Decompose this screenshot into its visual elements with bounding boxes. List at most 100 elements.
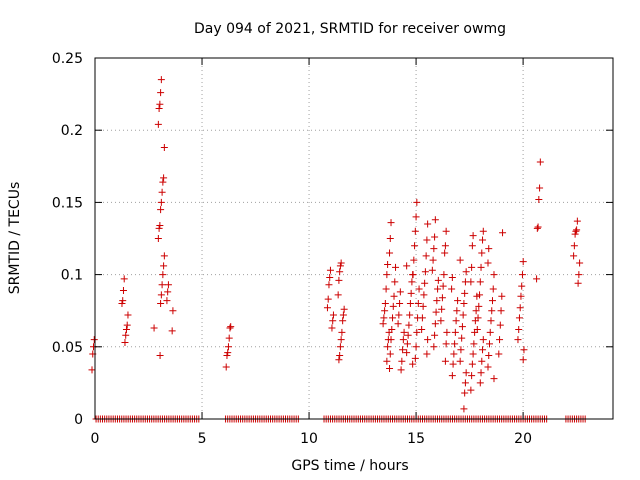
data-point	[484, 259, 492, 267]
data-point	[411, 227, 419, 235]
data-point	[468, 372, 476, 380]
x-axis-label: GPS time / hours	[291, 458, 408, 474]
data-point	[88, 366, 96, 374]
data-point	[403, 349, 411, 357]
data-point	[479, 346, 487, 354]
data-point	[490, 375, 498, 383]
data-point	[486, 328, 494, 336]
data-point	[467, 278, 475, 286]
data-point	[169, 307, 177, 315]
data-point	[224, 343, 232, 351]
data-point	[438, 294, 446, 302]
data-point	[472, 307, 480, 315]
data-point	[403, 340, 411, 348]
data-point	[488, 307, 496, 315]
data-point	[164, 281, 172, 289]
data-point	[517, 292, 525, 300]
data-point	[419, 302, 427, 310]
data-point	[382, 285, 390, 293]
data-point	[380, 314, 388, 322]
data-point	[120, 275, 128, 283]
data-point	[384, 260, 392, 268]
x-tick-label: 0	[91, 431, 100, 447]
data-point	[457, 346, 465, 354]
data-point	[478, 249, 486, 257]
y-tick-label: 0	[74, 412, 83, 428]
data-point	[442, 227, 450, 235]
y-tick-label: 0.2	[61, 123, 83, 139]
data-point	[485, 340, 493, 348]
data-point	[461, 289, 469, 297]
data-point	[424, 220, 432, 228]
data-point	[155, 105, 163, 113]
data-point	[431, 331, 439, 339]
data-point	[571, 230, 579, 238]
data-point	[572, 227, 580, 235]
data-point	[461, 379, 469, 387]
data-point	[437, 317, 445, 325]
data-point	[428, 266, 436, 274]
data-point	[403, 262, 411, 270]
data-point	[156, 351, 164, 359]
data-point	[458, 334, 466, 342]
data-point	[479, 227, 487, 235]
data-point	[451, 340, 459, 348]
data-point	[400, 328, 408, 336]
data-point	[441, 242, 449, 250]
data-point	[489, 285, 497, 293]
data-point	[461, 389, 469, 397]
data-point	[334, 291, 342, 299]
data-point	[159, 178, 167, 186]
data-point	[533, 275, 541, 283]
x-tick-label: 5	[198, 431, 207, 447]
data-point	[392, 263, 400, 271]
data-point	[222, 363, 230, 371]
y-axis-label: SRMTID / TECUs	[7, 182, 23, 295]
data-point	[450, 350, 458, 358]
data-point	[448, 273, 456, 281]
data-point	[575, 271, 583, 279]
data-point	[423, 350, 431, 358]
data-point	[413, 328, 421, 336]
data-point	[404, 331, 412, 339]
data-point	[456, 256, 464, 264]
x-tick-label: 20	[514, 431, 532, 447]
data-point	[157, 206, 165, 214]
data-point	[157, 291, 165, 299]
data-point	[118, 299, 126, 307]
data-point	[462, 268, 470, 276]
y-tick-label: 0.05	[52, 340, 83, 356]
data-point	[440, 271, 448, 279]
data-point	[156, 100, 164, 108]
data-point	[453, 307, 461, 315]
data-point	[328, 324, 336, 332]
data-point	[164, 288, 172, 296]
data-point	[476, 278, 484, 286]
data-point	[412, 343, 420, 351]
plot-frame	[94, 57, 614, 420]
data-point	[469, 232, 477, 240]
data-point	[432, 308, 440, 316]
data-point	[387, 336, 395, 344]
data-point	[479, 336, 487, 344]
data-point	[227, 323, 235, 331]
data-point	[515, 325, 523, 333]
data-point	[381, 307, 389, 315]
data-point	[223, 351, 231, 359]
data-point	[396, 299, 404, 307]
data-point	[460, 405, 468, 413]
data-point	[398, 357, 406, 365]
data-point	[468, 360, 476, 368]
data-point	[154, 120, 162, 128]
data-point	[496, 336, 504, 344]
data-point	[123, 321, 131, 329]
data-point	[498, 292, 506, 300]
data-point	[379, 320, 387, 328]
data-point	[448, 285, 456, 293]
data-point	[383, 357, 391, 365]
data-point	[473, 325, 481, 333]
data-point	[518, 271, 526, 279]
y-tick-label: 0.1	[61, 268, 83, 284]
data-point	[154, 235, 162, 242]
